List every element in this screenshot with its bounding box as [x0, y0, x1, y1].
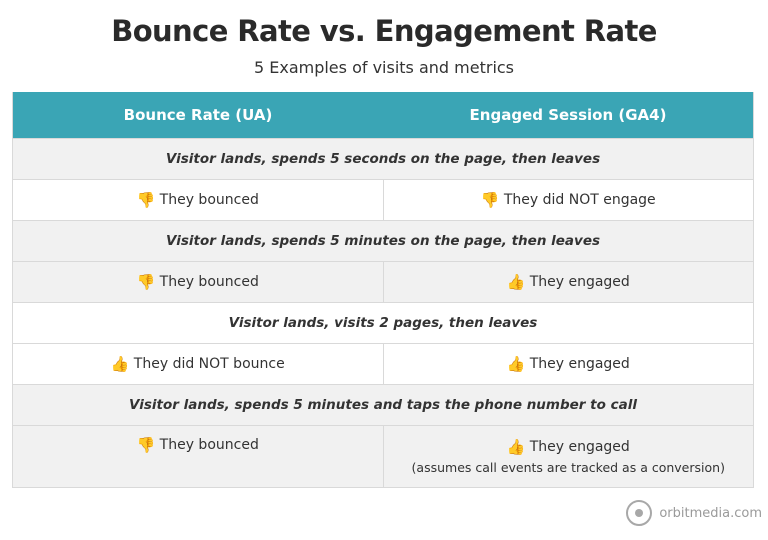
ga4-result-cell: 👍 They engaged (assumes call events are …: [382, 426, 754, 487]
thumbs-down-icon: 👎: [136, 273, 156, 291]
ua-result-text: They bounced: [159, 274, 259, 290]
scenario-row: Visitor lands, visits 2 pages, then leav…: [13, 302, 753, 343]
ga4-result-cell: 👍 They engaged: [382, 262, 754, 302]
ga4-result-text: They engaged: [529, 356, 630, 372]
thumbs-up-icon: 👍: [110, 355, 130, 373]
comparison-table: Bounce Rate (UA) Engaged Session (GA4) V…: [12, 92, 754, 488]
orbit-media-logo: orbitmedia.com: [626, 500, 762, 526]
table-row: 👎 They bounced 👎 They did NOT engage: [13, 179, 753, 220]
table-header: Bounce Rate (UA) Engaged Session (GA4): [13, 92, 753, 138]
thumbs-down-icon: 👎: [136, 191, 156, 209]
table-row: 👎 They bounced 👍 They engaged (assumes c…: [13, 425, 753, 487]
ua-result-cell: 👎 They bounced: [13, 426, 383, 487]
table-row: 👎 They bounced 👍 They engaged: [13, 261, 753, 302]
thumbs-down-icon: 👎: [136, 436, 156, 454]
ga4-result-text: They engaged: [529, 438, 630, 455]
thumbs-up-icon: 👍: [506, 355, 526, 373]
ua-result-cell: 👎 They bounced: [13, 262, 383, 302]
page-subtitle: 5 Examples of visits and metrics: [253, 58, 515, 77]
ua-result-text: They bounced: [159, 192, 259, 208]
table-row: 👍 They did NOT bounce 👍 They engaged: [13, 343, 753, 384]
thumbs-down-icon: 👎: [480, 191, 500, 209]
ga4-result-note: (assumes call events are tracked as a co…: [411, 459, 725, 475]
scenario-row: Visitor lands, spends 5 minutes on the p…: [13, 220, 753, 261]
ga4-result-cell: 👍 They engaged: [382, 344, 754, 384]
thumbs-up-icon: 👍: [506, 273, 526, 291]
page-title: Bounce Rate vs. Engagement Rate: [111, 14, 657, 48]
ua-result-cell: 👎 They bounced: [13, 180, 383, 220]
scenario-row: Visitor lands, spends 5 seconds on the p…: [13, 138, 753, 179]
column-header-bounce-rate: Bounce Rate (UA): [123, 106, 273, 124]
ua-result-text: They bounced: [159, 437, 259, 453]
logo-text: orbitmedia.com: [659, 505, 762, 521]
ga4-result-text: They did NOT engage: [503, 192, 656, 208]
thumbs-up-icon: 👍: [506, 437, 526, 456]
column-header-engaged-session: Engaged Session (GA4): [469, 106, 667, 124]
ga4-result-text: They engaged: [529, 274, 630, 290]
ua-result-text: They did NOT bounce: [133, 356, 285, 372]
orbit-logo-icon: [626, 500, 653, 526]
scenario-row: Visitor lands, spends 5 minutes and taps…: [13, 384, 753, 425]
ua-result-cell: 👍 They did NOT bounce: [13, 344, 383, 384]
ga4-result-cell: 👎 They did NOT engage: [382, 180, 754, 220]
